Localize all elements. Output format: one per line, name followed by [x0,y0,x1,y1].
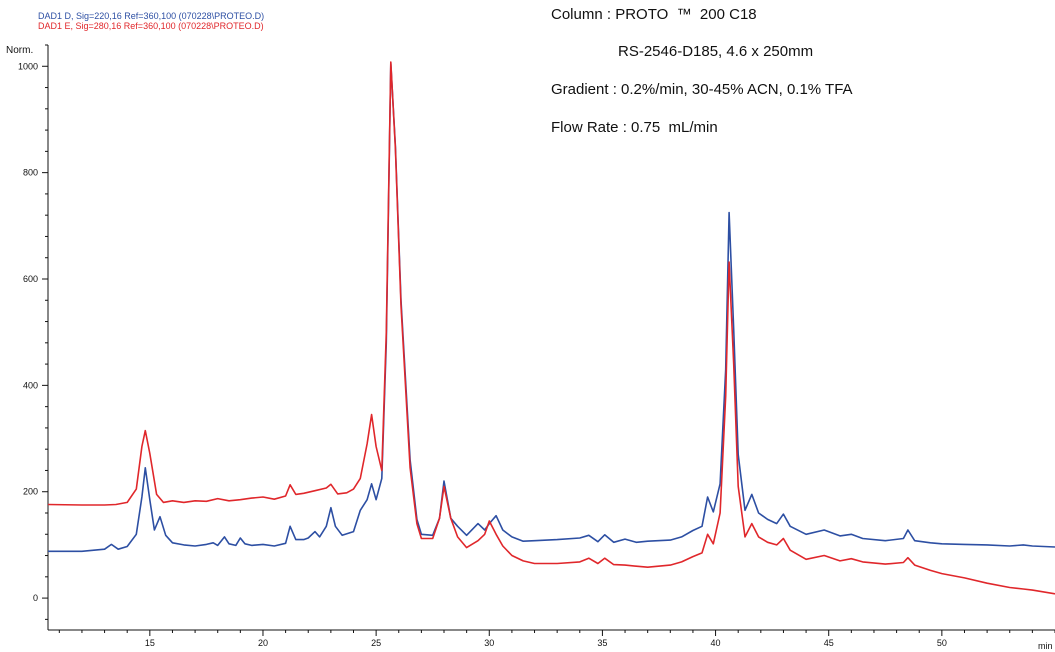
y-tick-label: 600 [23,274,38,284]
legend-entry-series-1: DAD1 D, Sig=220,16 Ref=360,100 (070228\P… [38,11,265,21]
x-tick-label: 45 [824,638,834,648]
y-tick-label: 200 [23,487,38,497]
x-tick-label: 30 [484,638,494,648]
axes-layer: 0 200 400 600 800 1000 15 20 25 30 35 40 45 50 [18,44,1055,648]
series-layer [47,61,1055,595]
y-tick-label: 0 [33,593,38,603]
column-info: Column : PROTO ™ 200 C18 [551,6,757,23]
x-tick-label: 35 [597,638,607,648]
column-detail-info: RS-2546-D185, 4.6 x 250mm [618,43,814,60]
x-tick-label: 50 [937,638,947,648]
x-axis-label: min [1038,641,1053,651]
flow-rate-info: Flow Rate : 0.75 mL/min [551,119,718,136]
series-line-2 [47,61,1055,595]
y-axis-label: Norm. [6,45,34,56]
x-tick-label: 25 [371,638,381,648]
x-tick-label: 40 [711,638,721,648]
gradient-info: Gradient : 0.2%/min, 30-45% ACN, 0.1% TF… [551,81,853,98]
series-line-1 [48,62,1055,553]
x-tick-label: 15 [145,638,155,648]
y-tick-label: 400 [23,380,38,390]
x-tick-label: 20 [258,638,268,648]
y-tick-label: 1000 [18,61,38,71]
legend-entry-series-2: DAD1 E, Sig=280,16 Ref=360,100 (070228\P… [38,21,264,31]
y-tick-label: 800 [23,168,38,178]
